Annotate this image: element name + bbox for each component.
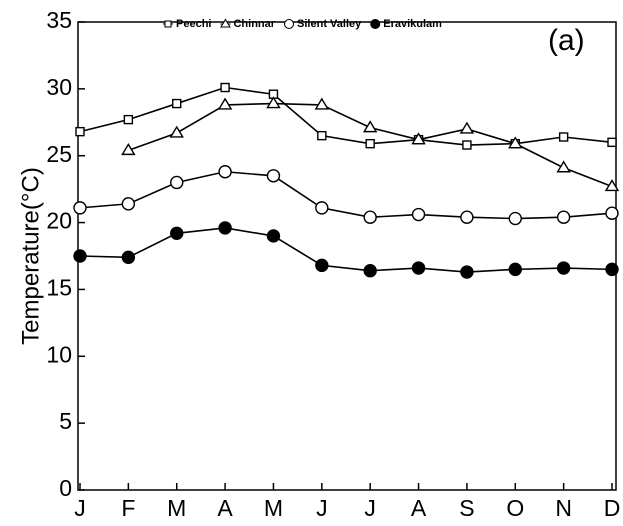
marker [172,98,182,109]
legend-label: Eravikulam [383,18,442,30]
marker [314,97,330,110]
y-tick-label: 15 [46,275,72,301]
x-tick-label: N [555,495,572,521]
marker [121,250,136,265]
marker [508,211,522,226]
x-tick-label: J [74,495,86,521]
series [73,221,619,279]
marker [317,130,327,141]
marker [460,265,474,279]
marker [462,140,472,150]
series-line [79,227,613,273]
marker [411,261,426,275]
marker [556,261,571,275]
x-tick-label: J [316,495,328,521]
marker [169,125,184,138]
series-line [79,86,613,146]
x-tick-label: S [459,495,474,521]
x-tick-label: A [217,495,233,521]
x-tick-label: F [121,495,135,521]
marker [607,137,617,148]
plot-frame [77,21,617,491]
marker [121,197,136,211]
legend-item: Peechi [163,18,211,30]
marker [73,201,87,215]
x-tick-label: O [506,495,524,521]
marker [605,206,619,220]
x-tick-label: A [411,495,427,521]
marker [217,97,233,110]
legend-marker [164,20,172,28]
y-tick-label: 35 [46,7,72,33]
marker [459,121,475,134]
marker [170,175,184,190]
legend-label: Chinnar [233,18,275,30]
marker [558,132,569,142]
marker [460,210,474,224]
marker [218,221,232,235]
legend-item: Eravikulam [370,18,442,30]
marker [73,249,87,263]
marker [556,160,571,173]
y-tick-label: 0 [59,475,72,501]
marker [266,169,281,183]
marker [170,226,184,240]
marker [121,143,136,156]
series [121,96,620,192]
marker [411,132,426,145]
legend-marker [284,18,295,30]
marker [75,126,85,137]
x-tick-label: M [264,495,283,521]
marker [604,179,620,192]
x-tick-label: M [167,495,186,521]
marker [556,210,571,224]
marker [315,201,329,215]
marker [266,229,281,243]
legend-label: Silent Valley [297,18,362,30]
y-tick-label: 5 [59,408,72,434]
y-axis-label: Temperature(°C) [17,167,44,345]
legend-label: Peechi [176,18,211,30]
marker [220,82,230,93]
marker [605,262,619,277]
legend-item: Silent Valley [284,18,362,30]
annotation: (a) [548,24,585,57]
series [73,165,619,226]
marker [508,262,522,277]
series-line [79,170,613,220]
marker [123,114,134,125]
legend-item: Chinnar [220,18,276,30]
marker [315,258,329,273]
y-tick-label: 20 [46,208,72,234]
marker [411,207,426,222]
marker [362,120,378,133]
marker [218,165,232,179]
marker [266,96,281,109]
y-tick-label: 30 [46,74,72,100]
legend-marker [370,18,381,30]
y-tick-label: 10 [46,341,72,367]
legend-marker [220,18,231,28]
marker [508,136,523,149]
marker [363,264,377,278]
marker [365,138,375,149]
marker [363,210,377,224]
y-tick-label: 25 [46,141,72,167]
x-tick-label: J [364,495,376,521]
x-tick-label: D [604,495,621,521]
series [75,82,617,150]
